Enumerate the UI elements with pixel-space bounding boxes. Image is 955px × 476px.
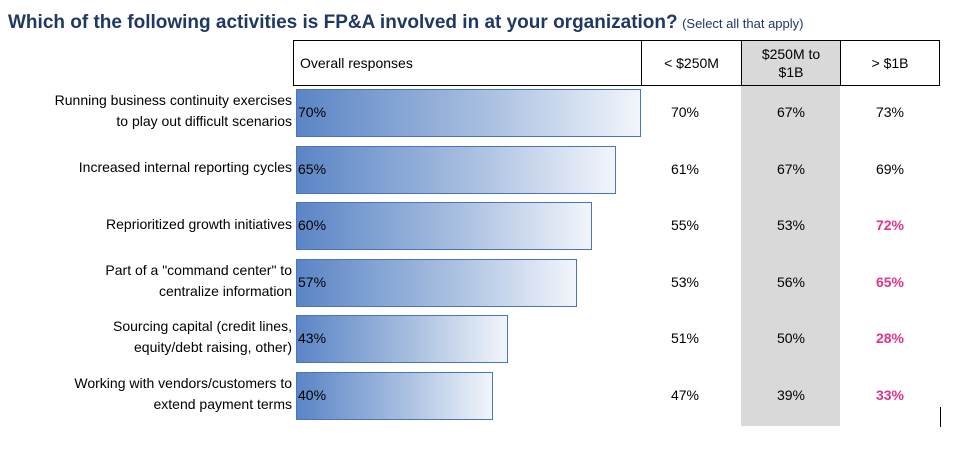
- table-cell: 39%: [776, 386, 806, 403]
- bar-value-label: 70%: [298, 104, 327, 120]
- mid-column-shade: [741, 86, 840, 426]
- bar: [296, 371, 494, 420]
- table-cell: 73%: [875, 104, 905, 120]
- category-label: Working with vendors/customers to extend …: [0, 373, 292, 415]
- category-label: Reprioritized growth initiatives: [0, 214, 292, 235]
- title-subtitle: (Select all that apply): [682, 16, 804, 31]
- bar-value-label: 40%: [298, 386, 327, 403]
- title-main: Which of the following activities is FP&…: [8, 12, 678, 33]
- table-cell: 70%: [670, 104, 700, 120]
- header-250m-line1: $250M to: [761, 46, 821, 62]
- table-cell: 51%: [670, 330, 700, 346]
- bar: [296, 202, 592, 250]
- chart-title: Which of the following activities is FP&…: [8, 12, 803, 34]
- category-label-line: Working with vendors/customers to: [74, 374, 292, 391]
- table-cell: 50%: [776, 330, 806, 346]
- header-under-250m: < $250M: [641, 40, 742, 86]
- header-250m-to-1b: $250M to $1B: [741, 40, 841, 86]
- table-cell: 28%: [875, 330, 905, 346]
- bar-value-label: 60%: [298, 217, 327, 233]
- category-label: Part of a "command center" to centralize …: [0, 260, 292, 302]
- table-cell: 65%: [875, 273, 905, 290]
- header-250m-line2: $1B: [778, 64, 804, 80]
- table-cell: 67%: [776, 160, 806, 177]
- text-cursor: [940, 407, 941, 427]
- category-label: Sourcing capital (credit lines, equity/de…: [0, 316, 292, 358]
- table-cell: 33%: [875, 386, 905, 403]
- category-label-line: centralize information: [158, 282, 292, 299]
- bar: [296, 89, 641, 137]
- bar-value-label: 57%: [298, 273, 327, 290]
- table-cell: 53%: [670, 273, 700, 290]
- table-cell: 53%: [776, 217, 806, 233]
- category-label-line: Part of a "command center" to: [105, 261, 292, 278]
- header-over-1b: > $1B: [840, 40, 940, 86]
- table-cell: 56%: [776, 273, 806, 290]
- table-cell: 67%: [776, 104, 806, 120]
- bar: [296, 258, 577, 307]
- header-overall: Overall responses: [293, 40, 642, 86]
- category-label: Running business continuity exercises to …: [0, 90, 292, 132]
- category-label-line: extend payment terms: [153, 395, 292, 412]
- table-cell: 72%: [875, 217, 905, 233]
- category-label-line: Running business continuity exercises: [54, 92, 292, 108]
- bar-value-label: 65%: [298, 160, 327, 177]
- bar: [296, 145, 617, 194]
- category-label-line: Sourcing capital (credit lines,: [113, 318, 292, 334]
- category-label-line: to play out difficult scenarios: [116, 113, 292, 129]
- category-label-line: Increased internal reporting cycles: [78, 159, 292, 175]
- table-cell: 61%: [670, 160, 700, 177]
- bar-value-label: 43%: [298, 330, 327, 346]
- category-label-line: equity/debt raising, other): [134, 339, 292, 355]
- table-cell: 69%: [875, 160, 905, 177]
- table-cell: 55%: [670, 217, 700, 233]
- table-cell: 47%: [670, 386, 700, 403]
- category-label: Increased internal reporting cycles: [0, 157, 292, 178]
- bar: [296, 315, 508, 363]
- category-label-line: Reprioritized growth initiatives: [106, 215, 292, 232]
